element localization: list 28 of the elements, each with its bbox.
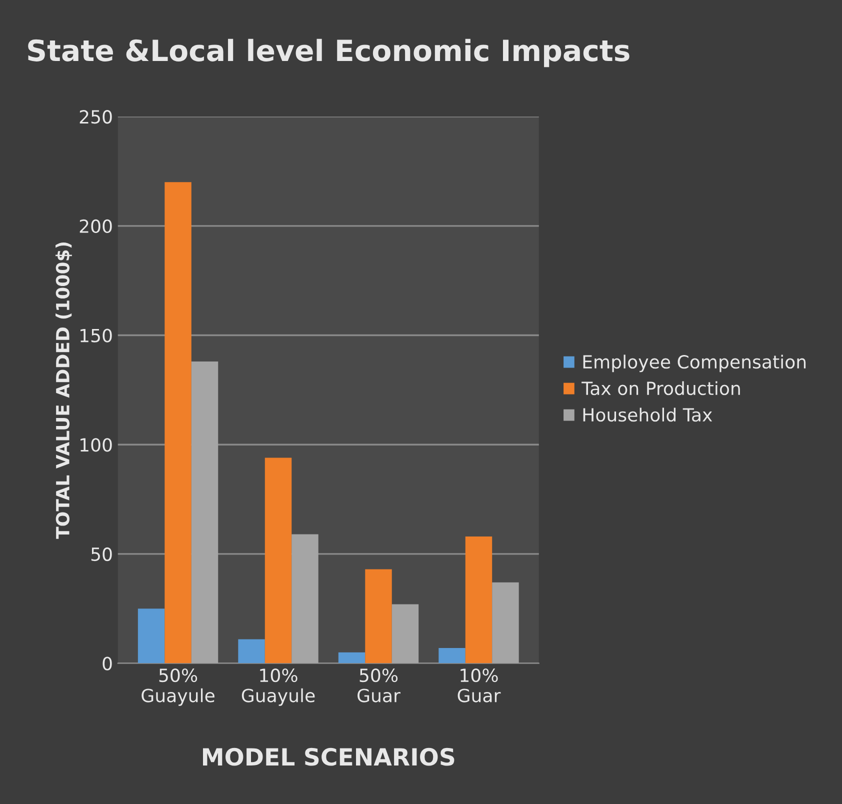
y-tick-label: 100 (80, 438, 112, 452)
x-axis-title: MODEL SCENARIOS (203, 748, 454, 766)
x-tick-label: 10% Guayule (242, 668, 315, 706)
bar (465, 536, 492, 664)
bar (438, 648, 466, 664)
x-tick-label: 10% Guar (458, 668, 501, 702)
bar (292, 534, 318, 664)
bar (191, 362, 218, 664)
y-tick-label: 250 (80, 110, 112, 124)
x-tick-label: 50% Guayule (142, 668, 214, 706)
y-tick-label: 0 (102, 656, 112, 670)
y-tick-label: 150 (80, 328, 112, 342)
legend-label: Employee Compensation (583, 354, 806, 372)
bar (164, 182, 192, 664)
bar (238, 639, 265, 664)
bar (392, 604, 419, 664)
y-axis-title: TOTAL VALUE ADDED (1000$) (56, 242, 72, 539)
legend-label: Household Tax (583, 408, 712, 422)
legend-label: Tax on Production (582, 381, 740, 396)
y-tick-label: 200 (80, 219, 112, 234)
x-tick-label: 50% Guar (358, 668, 400, 702)
bar (365, 569, 392, 664)
bar (338, 652, 366, 664)
bar (492, 582, 519, 664)
chart-title: State &Local level Economic Impacts (28, 38, 630, 68)
bar (138, 608, 165, 664)
bar (264, 458, 292, 664)
y-tick-label: 50 (91, 547, 112, 562)
